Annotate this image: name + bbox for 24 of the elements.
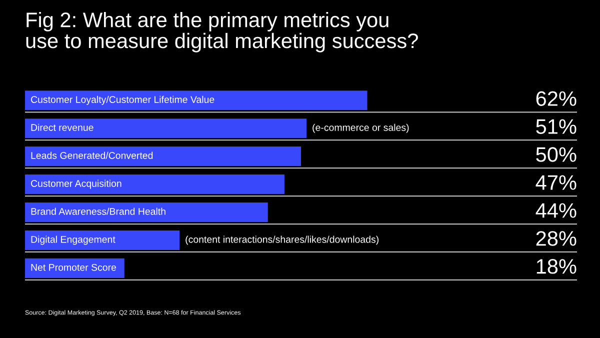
data-label: 47% xyxy=(536,175,576,190)
bar xyxy=(25,202,268,222)
y-tick-label: Leads Generated/Converted xyxy=(31,152,153,159)
data-label: 44% xyxy=(536,203,576,218)
annotation: (e-commerce or sales) xyxy=(312,124,409,133)
data-label: 28% xyxy=(536,231,576,246)
data-label: 50% xyxy=(536,147,576,162)
y-tick-label: Net Promoter Score xyxy=(31,264,116,271)
data-label: 51% xyxy=(536,119,576,134)
y-tick-label: Customer Loyalty/Customer Lifetime Value xyxy=(31,96,214,105)
bar xyxy=(25,146,301,166)
data-label: 18% xyxy=(536,259,576,274)
data-label: 62% xyxy=(536,91,576,106)
y-tick-label: Direct revenue xyxy=(31,124,94,131)
bar xyxy=(25,174,284,194)
bar xyxy=(25,230,180,250)
y-tick-label: Customer Acquisition xyxy=(31,180,122,189)
y-tick-label: Brand Awareness/Brand Health xyxy=(31,208,166,215)
chart-title: Fig 2: What are the primary metrics you use to measure digital marketing success? xyxy=(26,12,418,52)
y-tick-label: Digital Engagement xyxy=(31,236,116,245)
annotation: (content interactions/shares/likes/downloads) xyxy=(186,236,378,245)
bar xyxy=(25,258,124,278)
bar xyxy=(25,118,307,138)
bar xyxy=(25,90,368,110)
